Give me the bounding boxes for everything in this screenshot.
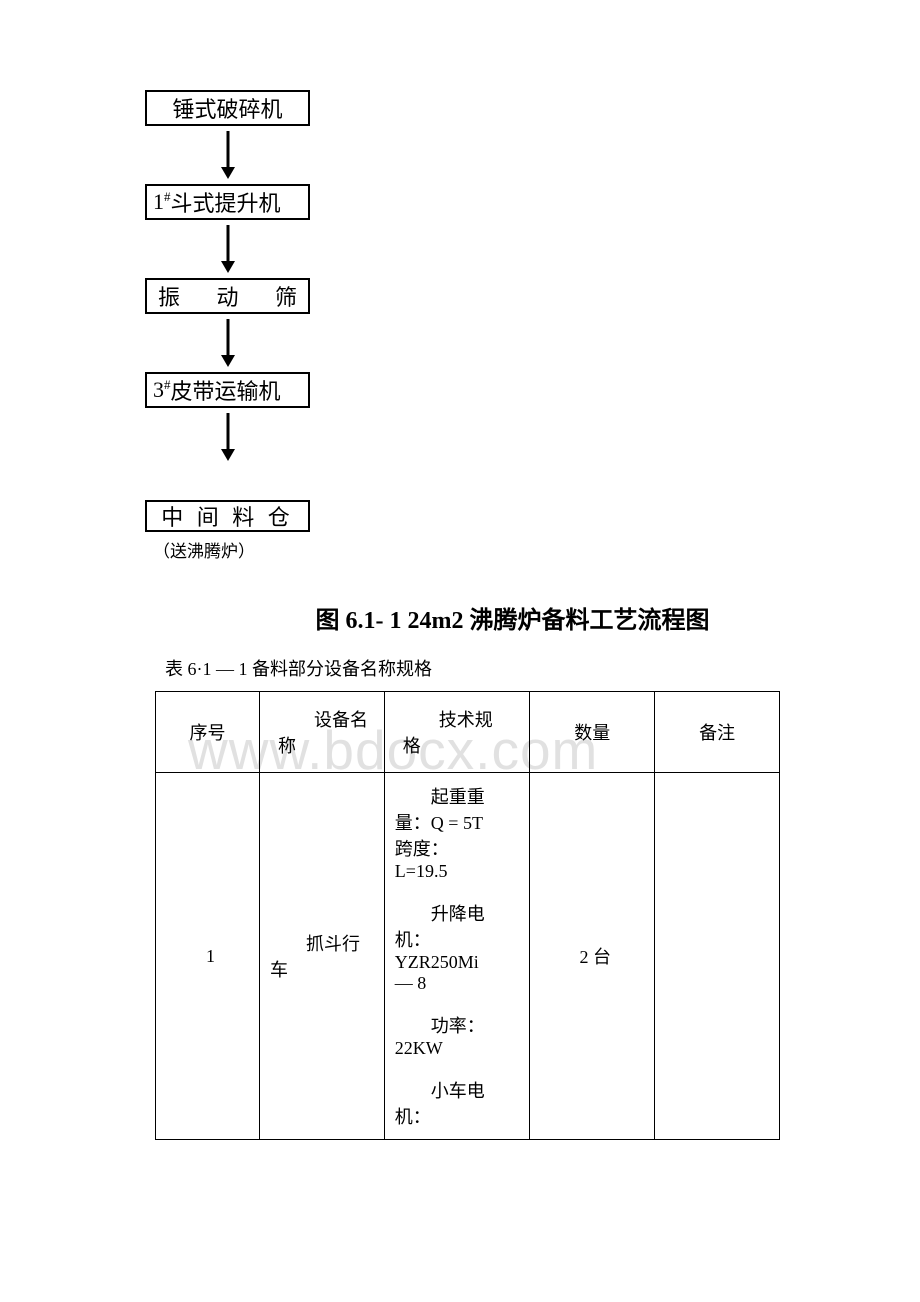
content: 锤式破碎机 1#斗式提升机 振 动 筛 xyxy=(155,90,780,1140)
node-label: 皮带运输机 xyxy=(171,374,281,406)
node-sup: # xyxy=(164,377,171,393)
flow-arrow xyxy=(145,220,310,278)
arrow-down-icon xyxy=(218,411,238,463)
td-qty: 2 台 xyxy=(530,773,655,1140)
arrow-down-icon xyxy=(218,129,238,181)
node-prefix: 1 xyxy=(153,189,164,215)
td-remark xyxy=(655,773,780,1140)
flow-subtitle: （送沸腾炉） xyxy=(153,537,780,562)
node-label: 斗式提升机 xyxy=(171,186,281,218)
node-char: 动 xyxy=(216,280,238,312)
flow-node-bucket-elevator: 1#斗式提升机 xyxy=(145,184,310,220)
node-sup: # xyxy=(164,189,171,205)
th-qty: 数量 xyxy=(530,692,655,773)
table-caption: 表 6·1 — 1 备料部分设备名称规格 xyxy=(165,655,780,681)
th-remark: 备注 xyxy=(655,692,780,773)
arrow-down-icon xyxy=(218,223,238,275)
td-seq: 1 xyxy=(156,773,260,1140)
arrow-down-icon xyxy=(218,317,238,369)
th-seq: 序号 xyxy=(156,692,260,773)
th-spec: 技术规 格 xyxy=(384,692,530,773)
node-char: 筛 xyxy=(275,280,297,312)
node-prefix: 3 xyxy=(153,377,164,403)
node-label: 锤式破碎机 xyxy=(172,92,282,124)
table-row: 1 抓斗行 车 起重重 量：Q = 5T 跨度： L=19.5 升降电 机： Y… xyxy=(156,773,780,1140)
flow-node-belt-conveyor: 3#皮带运输机 xyxy=(145,372,310,408)
flow-arrow xyxy=(145,314,310,372)
td-spec: 起重重 量：Q = 5T 跨度： L=19.5 升降电 机： YZR250Mi … xyxy=(384,773,530,1140)
flow-node-hammer-crusher: 锤式破碎机 xyxy=(145,90,310,126)
table-header-row: 序号 设备名 称 技术规 格 数量 备注 xyxy=(156,692,780,773)
equipment-table: 序号 设备名 称 技术规 格 数量 备注 1 抓斗行 车 xyxy=(155,691,780,1140)
flow-arrow xyxy=(145,408,310,466)
node-label: 中 间 料 仓 xyxy=(161,500,294,532)
flow-node-intermediate-silo: 中 间 料 仓 xyxy=(145,500,310,532)
th-equipment-name: 设备名 称 xyxy=(260,692,385,773)
td-equipment-name: 抓斗行 车 xyxy=(260,773,385,1140)
node-char: 振 xyxy=(158,280,180,312)
flow-node-vibrating-screen: 振 动 筛 xyxy=(145,278,310,314)
flow-arrow xyxy=(145,126,310,184)
flowchart: 锤式破碎机 1#斗式提升机 振 动 筛 xyxy=(145,90,780,562)
figure-title: 图 6.1- 1 24m2 沸腾炉备料工艺流程图 xyxy=(245,600,780,635)
